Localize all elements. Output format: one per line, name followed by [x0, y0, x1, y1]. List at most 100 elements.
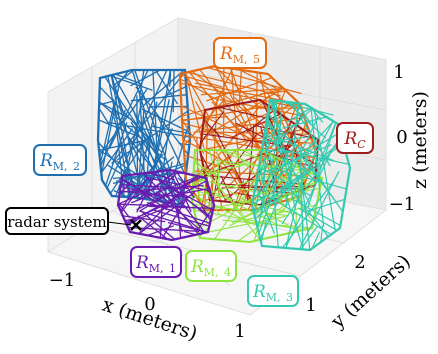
wireframe-edge	[122, 215, 166, 223]
wireframe-edge	[281, 135, 342, 225]
wireframe-edge	[273, 101, 283, 196]
wireframe-edge	[149, 69, 172, 188]
wireframe-edge	[147, 172, 175, 181]
radar-label-text: radar system	[7, 213, 107, 231]
wireframe-edge	[270, 99, 297, 210]
wireframe-edge	[187, 71, 281, 97]
wireframe-edge	[232, 101, 299, 128]
radar-marker	[130, 219, 142, 231]
wireframe-edge	[98, 101, 166, 161]
wireframe-edge	[270, 131, 341, 175]
wireframe-edge	[99, 106, 115, 164]
wireframe-edge	[125, 198, 178, 224]
wireframe-edge	[200, 111, 224, 144]
wireframe-edge	[109, 74, 153, 91]
wireframe-edge	[111, 71, 186, 165]
wireframe-edge	[219, 149, 288, 180]
wireframe-edge	[183, 98, 226, 147]
wireframe-edge	[209, 134, 257, 200]
wireframe-edge	[115, 73, 142, 85]
wireframe-edge	[260, 220, 267, 243]
wireframe-edge	[135, 101, 158, 198]
wireframe-edge	[100, 128, 134, 174]
wireframe-edge	[118, 180, 132, 196]
wireframe-edge	[156, 190, 204, 234]
wireframe-edge	[212, 163, 221, 201]
wireframe-edge	[197, 206, 215, 231]
wireframe-edge	[107, 75, 117, 119]
y-tick-label: 1	[305, 295, 316, 316]
wireframe-edge	[213, 128, 254, 205]
wireframe-edge	[300, 225, 318, 250]
wireframe-edge	[295, 211, 298, 232]
wireframe-edge	[182, 134, 269, 150]
wireframe-edge	[296, 102, 315, 129]
wireframe-edge	[264, 100, 278, 120]
wireframe-edge	[104, 122, 128, 187]
wireframe-edge	[270, 167, 347, 190]
label-rm5-text: RM, 5	[219, 44, 260, 66]
region-rm1	[116, 168, 216, 242]
wireframe-edge	[285, 151, 332, 249]
label-rm4: RM, 4	[185, 250, 237, 282]
wireframe-edge	[118, 203, 190, 208]
wireframe-edge	[130, 175, 199, 204]
label-radar: radar system	[5, 207, 109, 235]
region-outline	[116, 168, 216, 242]
wireframe-edge	[117, 187, 155, 205]
wireframe-edge	[98, 88, 148, 156]
region-outline	[190, 148, 324, 244]
wireframe-edge	[255, 184, 275, 234]
wireframe-edge	[147, 225, 175, 237]
region-rm3	[250, 98, 352, 252]
wireframe-edge	[261, 149, 295, 153]
x-tick-label: 1	[234, 321, 245, 342]
wireframe-edge	[98, 107, 111, 126]
wireframe-edge	[177, 206, 182, 239]
wireframe-edge	[285, 144, 311, 249]
wireframe-edge	[200, 205, 212, 221]
label-rc-text: RC	[343, 129, 366, 151]
label-rm3: RM, 3	[247, 275, 299, 307]
x-tick-label: 0	[144, 294, 155, 315]
wireframe-edge	[302, 120, 334, 177]
wireframe-edge	[158, 180, 214, 211]
wireframe-edge	[172, 170, 192, 212]
wireframe-edge	[211, 101, 302, 193]
wireframe-edge	[206, 77, 273, 102]
wireframe-edge	[179, 78, 219, 102]
wireframe-edge	[290, 198, 341, 227]
wireframe-edge	[98, 149, 150, 183]
z-tick-label: 0	[396, 127, 407, 148]
wireframe-edge	[183, 230, 196, 236]
wireframe-edge	[194, 161, 221, 178]
wireframe-edge	[285, 103, 300, 208]
wireframe-regions	[96, 64, 352, 252]
wireframe-edge	[167, 221, 207, 233]
wireframe-edge	[137, 215, 168, 240]
wireframe-edge	[263, 136, 307, 143]
wireframe-edge	[139, 175, 199, 212]
wireframe-edge	[253, 124, 316, 139]
wireframe-edge	[195, 101, 256, 211]
wireframe-edge	[298, 170, 340, 250]
wireframe-edge	[138, 184, 188, 235]
label-rm4-text: RM, 4	[190, 257, 231, 279]
wireframe-edge	[121, 179, 171, 207]
wireframe-edge	[120, 93, 145, 197]
wireframe-edge	[169, 123, 190, 189]
region-outline	[250, 98, 352, 252]
wireframe-edge	[253, 150, 272, 213]
wireframe-edge	[113, 116, 138, 198]
y-ticks: 1 2	[305, 252, 365, 316]
z-ticks: 1 0 −1	[389, 62, 416, 215]
label-rm1: RM, 1	[130, 246, 182, 278]
wireframe-edge	[320, 225, 324, 243]
wireframe-edge	[161, 196, 189, 239]
wireframe-edge	[117, 202, 131, 219]
wireframe-edge	[263, 150, 317, 169]
wireframe-edge	[181, 105, 290, 158]
wireframe-edge	[286, 101, 327, 139]
wireframe-edge	[111, 74, 143, 191]
wireframe-edge	[311, 231, 321, 249]
